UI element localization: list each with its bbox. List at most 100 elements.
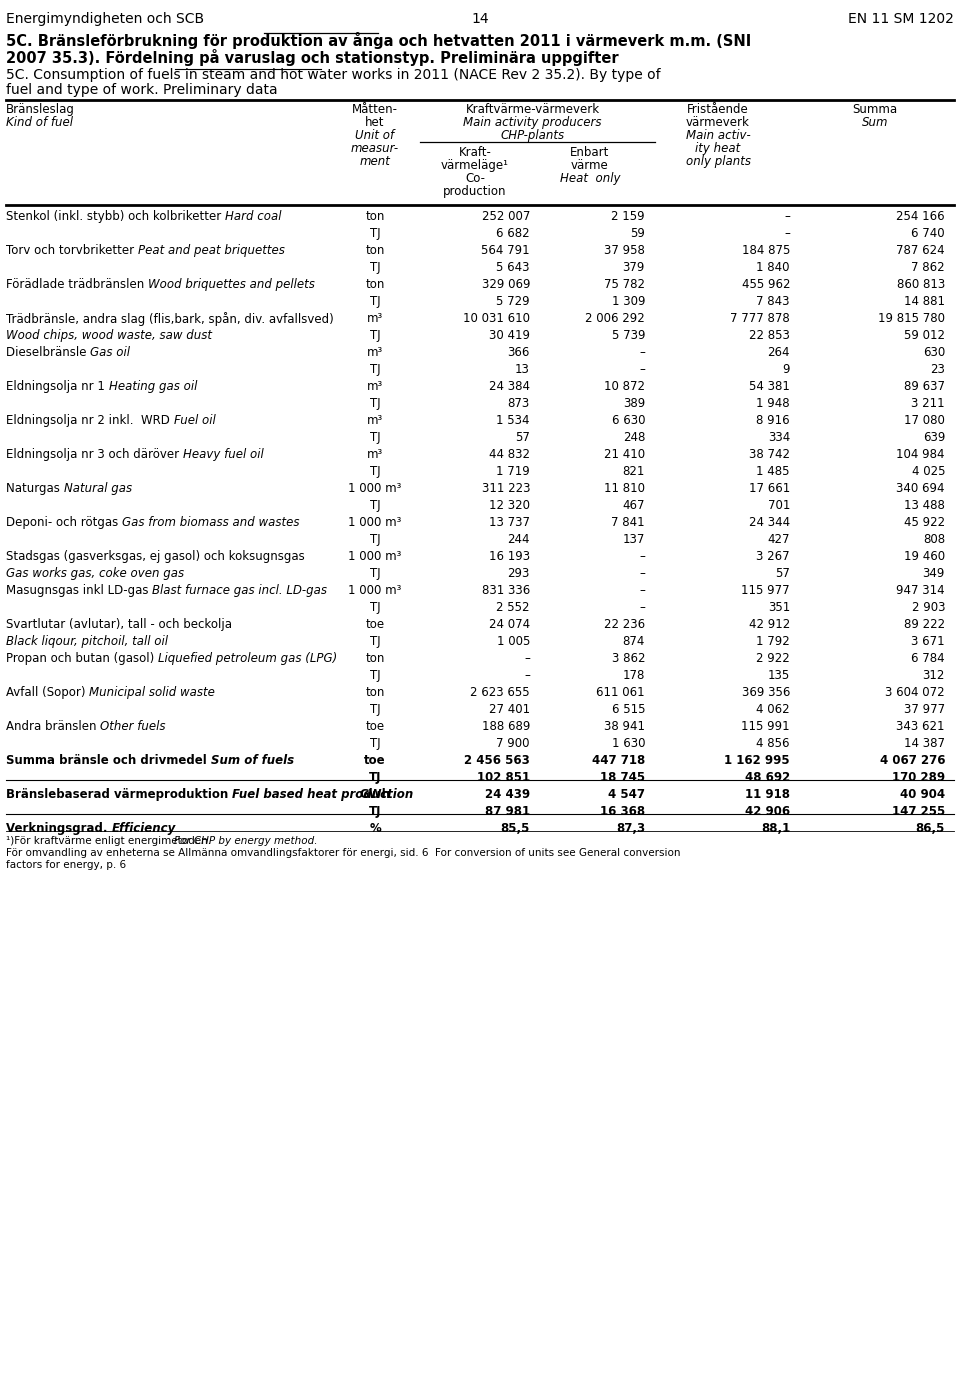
Text: 2 623 655: 2 623 655 — [470, 686, 530, 699]
Text: 87 981: 87 981 — [485, 805, 530, 818]
Text: 1 630: 1 630 — [612, 736, 645, 750]
Text: ton: ton — [366, 686, 385, 699]
Text: 455 962: 455 962 — [741, 279, 790, 291]
Text: Torv och torvbriketter: Torv och torvbriketter — [6, 244, 138, 258]
Text: fuel and type of work. Preliminary data: fuel and type of work. Preliminary data — [6, 83, 277, 97]
Text: 4 067 276: 4 067 276 — [879, 755, 945, 767]
Text: TJ: TJ — [370, 601, 380, 615]
Text: 1 005: 1 005 — [496, 636, 530, 648]
Text: Liquefied petroleum gas (LPG): Liquefied petroleum gas (LPG) — [158, 652, 337, 665]
Text: CHP-plants: CHP-plants — [500, 129, 564, 141]
Text: 1 162 995: 1 162 995 — [725, 755, 790, 767]
Text: Efficiency: Efficiency — [111, 822, 176, 834]
Text: Kraft-: Kraft- — [459, 146, 492, 160]
Text: Gas oil: Gas oil — [90, 346, 131, 358]
Text: 351: 351 — [768, 601, 790, 615]
Text: 874: 874 — [623, 636, 645, 648]
Text: 6 784: 6 784 — [911, 652, 945, 665]
Text: ¹)För kraftvärme enligt energimetoden.: ¹)För kraftvärme enligt energimetoden. — [6, 836, 214, 847]
Text: 30 419: 30 419 — [489, 329, 530, 342]
Text: 1 309: 1 309 — [612, 295, 645, 308]
Text: 821: 821 — [623, 465, 645, 477]
Text: 5 729: 5 729 — [496, 295, 530, 308]
Text: 21 410: 21 410 — [604, 448, 645, 461]
Text: 10 872: 10 872 — [604, 379, 645, 393]
Text: 248: 248 — [623, 431, 645, 444]
Text: 23: 23 — [930, 363, 945, 377]
Text: TJ: TJ — [370, 669, 380, 682]
Text: Municipal solid waste: Municipal solid waste — [89, 686, 215, 699]
Text: Co-: Co- — [465, 172, 485, 185]
Text: Heat  only: Heat only — [560, 172, 620, 185]
Text: 54 381: 54 381 — [749, 379, 790, 393]
Text: Gas from biomass and wastes: Gas from biomass and wastes — [122, 517, 300, 529]
Text: 9: 9 — [782, 363, 790, 377]
Text: 85,5: 85,5 — [500, 822, 530, 834]
Text: For CHP by energy method.: For CHP by energy method. — [174, 836, 317, 847]
Text: 86,5: 86,5 — [916, 822, 945, 834]
Text: 178: 178 — [623, 669, 645, 682]
Text: 447 718: 447 718 — [591, 755, 645, 767]
Text: –: – — [524, 652, 530, 665]
Text: 102 851: 102 851 — [477, 771, 530, 784]
Text: 11 918: 11 918 — [745, 788, 790, 801]
Text: Andra bränslen: Andra bränslen — [6, 720, 100, 734]
Text: 2007 35.3). Fördelning på varuslag och stationstyp. Preliminära uppgifter: 2007 35.3). Fördelning på varuslag och s… — [6, 49, 618, 66]
Text: Propan och butan (gasol): Propan och butan (gasol) — [6, 652, 158, 665]
Text: –: – — [639, 584, 645, 596]
Text: värme: värme — [571, 160, 609, 172]
Text: production: production — [444, 185, 507, 197]
Text: Sum of fuels: Sum of fuels — [211, 755, 294, 767]
Text: 38 941: 38 941 — [604, 720, 645, 734]
Text: ment: ment — [360, 155, 391, 168]
Text: 170 289: 170 289 — [892, 771, 945, 784]
Text: 87,3: 87,3 — [616, 822, 645, 834]
Text: –: – — [784, 227, 790, 239]
Text: 1 000 m³: 1 000 m³ — [348, 517, 401, 529]
Text: Main activ-: Main activ- — [685, 129, 751, 141]
Text: 48 692: 48 692 — [745, 771, 790, 784]
Text: 44 832: 44 832 — [489, 448, 530, 461]
Text: 4 025: 4 025 — [911, 465, 945, 477]
Text: Unit of: Unit of — [355, 129, 395, 141]
Text: 14 387: 14 387 — [904, 736, 945, 750]
Text: 639: 639 — [923, 431, 945, 444]
Text: TJ: TJ — [370, 465, 380, 477]
Text: 293: 293 — [508, 567, 530, 580]
Text: 75 782: 75 782 — [604, 279, 645, 291]
Text: het: het — [365, 116, 385, 129]
Text: 59 012: 59 012 — [904, 329, 945, 342]
Text: TJ: TJ — [370, 295, 380, 308]
Text: Eldningsolja nr 2 inkl.  WRD: Eldningsolja nr 2 inkl. WRD — [6, 414, 174, 427]
Text: 16 193: 16 193 — [489, 550, 530, 563]
Text: 17 661: 17 661 — [749, 482, 790, 496]
Text: Energimyndigheten och SCB: Energimyndigheten och SCB — [6, 13, 204, 27]
Text: Fuel based heat production: Fuel based heat production — [232, 788, 414, 801]
Text: Blast furnace gas incl. LD-gas: Blast furnace gas incl. LD-gas — [153, 584, 327, 596]
Text: ton: ton — [366, 210, 385, 223]
Text: 329 069: 329 069 — [482, 279, 530, 291]
Text: 701: 701 — [768, 498, 790, 512]
Text: 24 439: 24 439 — [485, 788, 530, 801]
Text: 831 336: 831 336 — [482, 584, 530, 596]
Text: 17 080: 17 080 — [904, 414, 945, 427]
Text: 340 694: 340 694 — [897, 482, 945, 496]
Text: 334: 334 — [768, 431, 790, 444]
Text: –: – — [524, 669, 530, 682]
Text: –: – — [639, 550, 645, 563]
Text: 808: 808 — [923, 533, 945, 546]
Text: 1 000 m³: 1 000 m³ — [348, 584, 401, 596]
Text: 184 875: 184 875 — [742, 244, 790, 258]
Text: 37 958: 37 958 — [604, 244, 645, 258]
Text: Trädbränsle, andra slag (flis,bark, spån, div. avfallsved): Trädbränsle, andra slag (flis,bark, spån… — [6, 312, 334, 326]
Text: Fuel oil: Fuel oil — [174, 414, 215, 427]
Text: 135: 135 — [768, 669, 790, 682]
Text: 13: 13 — [516, 363, 530, 377]
Text: Bränslebaserad värmeproduktion: Bränslebaserad värmeproduktion — [6, 788, 232, 801]
Text: 2 922: 2 922 — [756, 652, 790, 665]
Text: 3 267: 3 267 — [756, 550, 790, 563]
Text: 244: 244 — [508, 533, 530, 546]
Text: Kraftvärme-värmeverk: Kraftvärme-värmeverk — [466, 104, 600, 116]
Text: Stadsgas (gasverksgas, ej gasol) och koksugnsgas: Stadsgas (gasverksgas, ej gasol) och kok… — [6, 550, 304, 563]
Text: 22 236: 22 236 — [604, 617, 645, 631]
